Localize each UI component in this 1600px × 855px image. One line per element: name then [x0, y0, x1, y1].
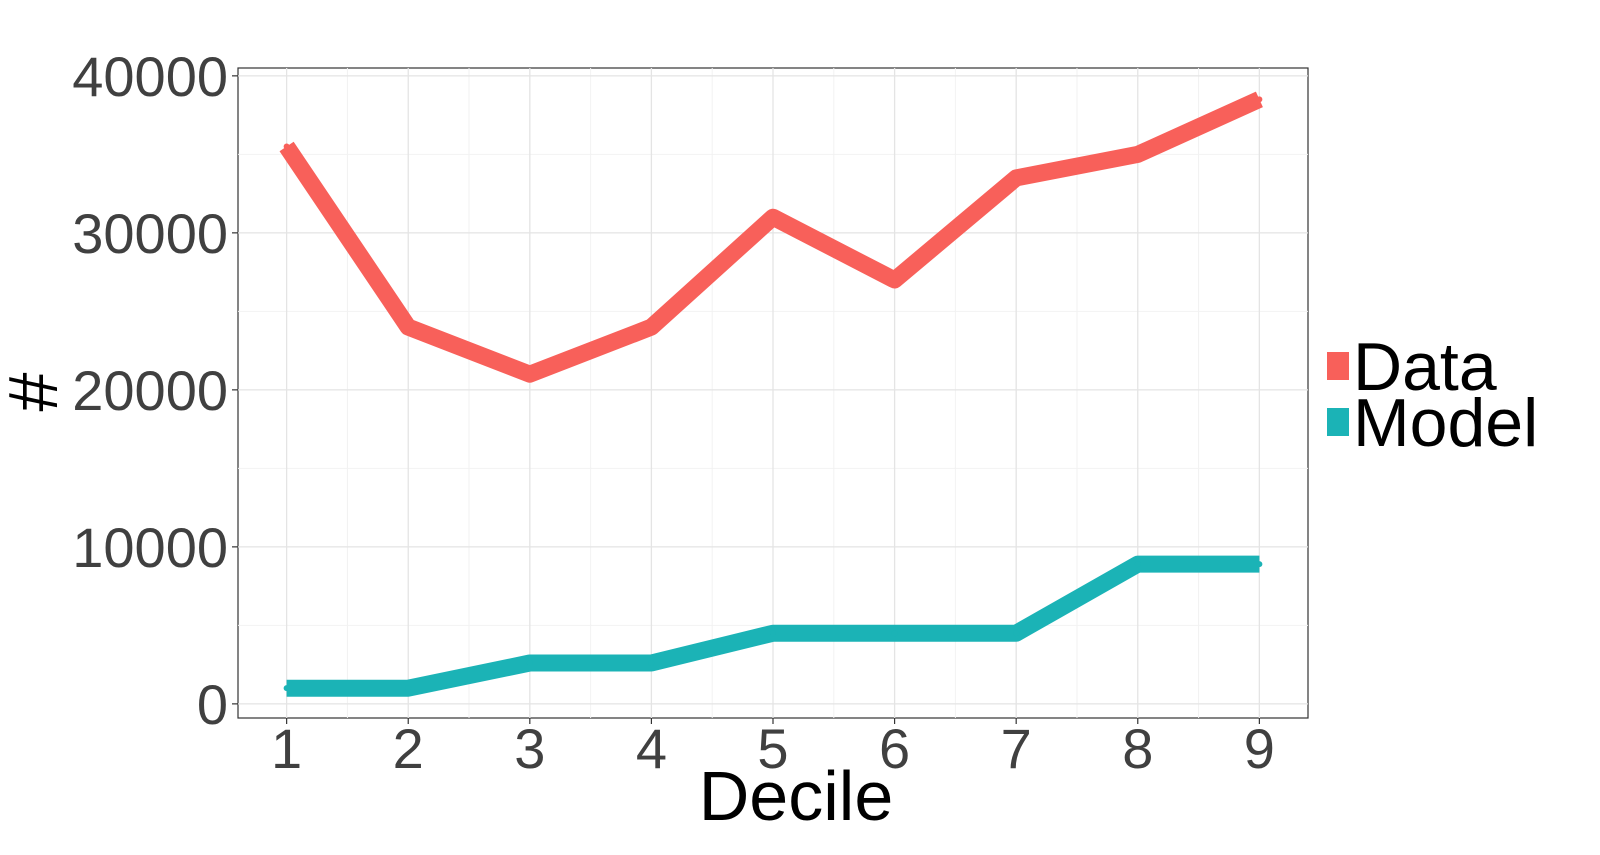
data-point-model [526, 660, 533, 667]
y-tick-labels: 0 10000 20000 30000 40000 [72, 45, 228, 736]
data-point-data [1134, 151, 1141, 158]
data-point-model [1134, 561, 1141, 568]
data-point-data [648, 324, 655, 331]
x-tick-label: 7 [1001, 717, 1032, 780]
x-tick-label: 6 [879, 717, 910, 780]
x-tick-label: 5 [757, 717, 788, 780]
x-tick-label: 4 [636, 717, 667, 780]
data-point-model [891, 630, 898, 637]
data-point-data [1256, 96, 1263, 103]
data-point-data [405, 324, 412, 331]
axis-ticks [232, 75, 1260, 724]
x-tick-label: 1 [271, 717, 302, 780]
data-point-model [770, 630, 776, 637]
data-point-model [648, 660, 655, 667]
x-axis-title: Decile [699, 757, 894, 835]
data-point-model [405, 685, 412, 692]
y-tick-label: 40000 [72, 45, 228, 108]
data-point-data [526, 371, 533, 378]
x-tick-label: 9 [1244, 717, 1275, 780]
y-axis-title: # [0, 372, 72, 411]
data-point-model [1013, 630, 1020, 637]
series-lines [279, 91, 1263, 697]
x-tick-label: 2 [393, 717, 424, 780]
legend-key-data [1327, 352, 1349, 380]
x-tick-labels: 1 2 3 4 5 6 7 8 9 [271, 717, 1275, 780]
y-tick-label: 20000 [72, 359, 228, 422]
legend-label-model: Model [1353, 385, 1538, 461]
data-point-model [1256, 561, 1263, 568]
y-tick-label: 10000 [72, 516, 228, 579]
legend-key-model [1327, 408, 1349, 436]
legend-label-data: Data [1353, 329, 1497, 405]
data-point-data [1013, 174, 1020, 181]
x-tick-label: 8 [1122, 717, 1153, 780]
x-tick-label: 3 [514, 717, 545, 780]
y-tick-label: 30000 [72, 202, 228, 265]
data-point-data [283, 143, 290, 150]
y-tick-label: 0 [197, 673, 228, 736]
data-point-model [283, 685, 290, 692]
major-gridlines [238, 68, 1308, 718]
data-point-data [891, 276, 898, 283]
data-point-data [770, 214, 776, 221]
